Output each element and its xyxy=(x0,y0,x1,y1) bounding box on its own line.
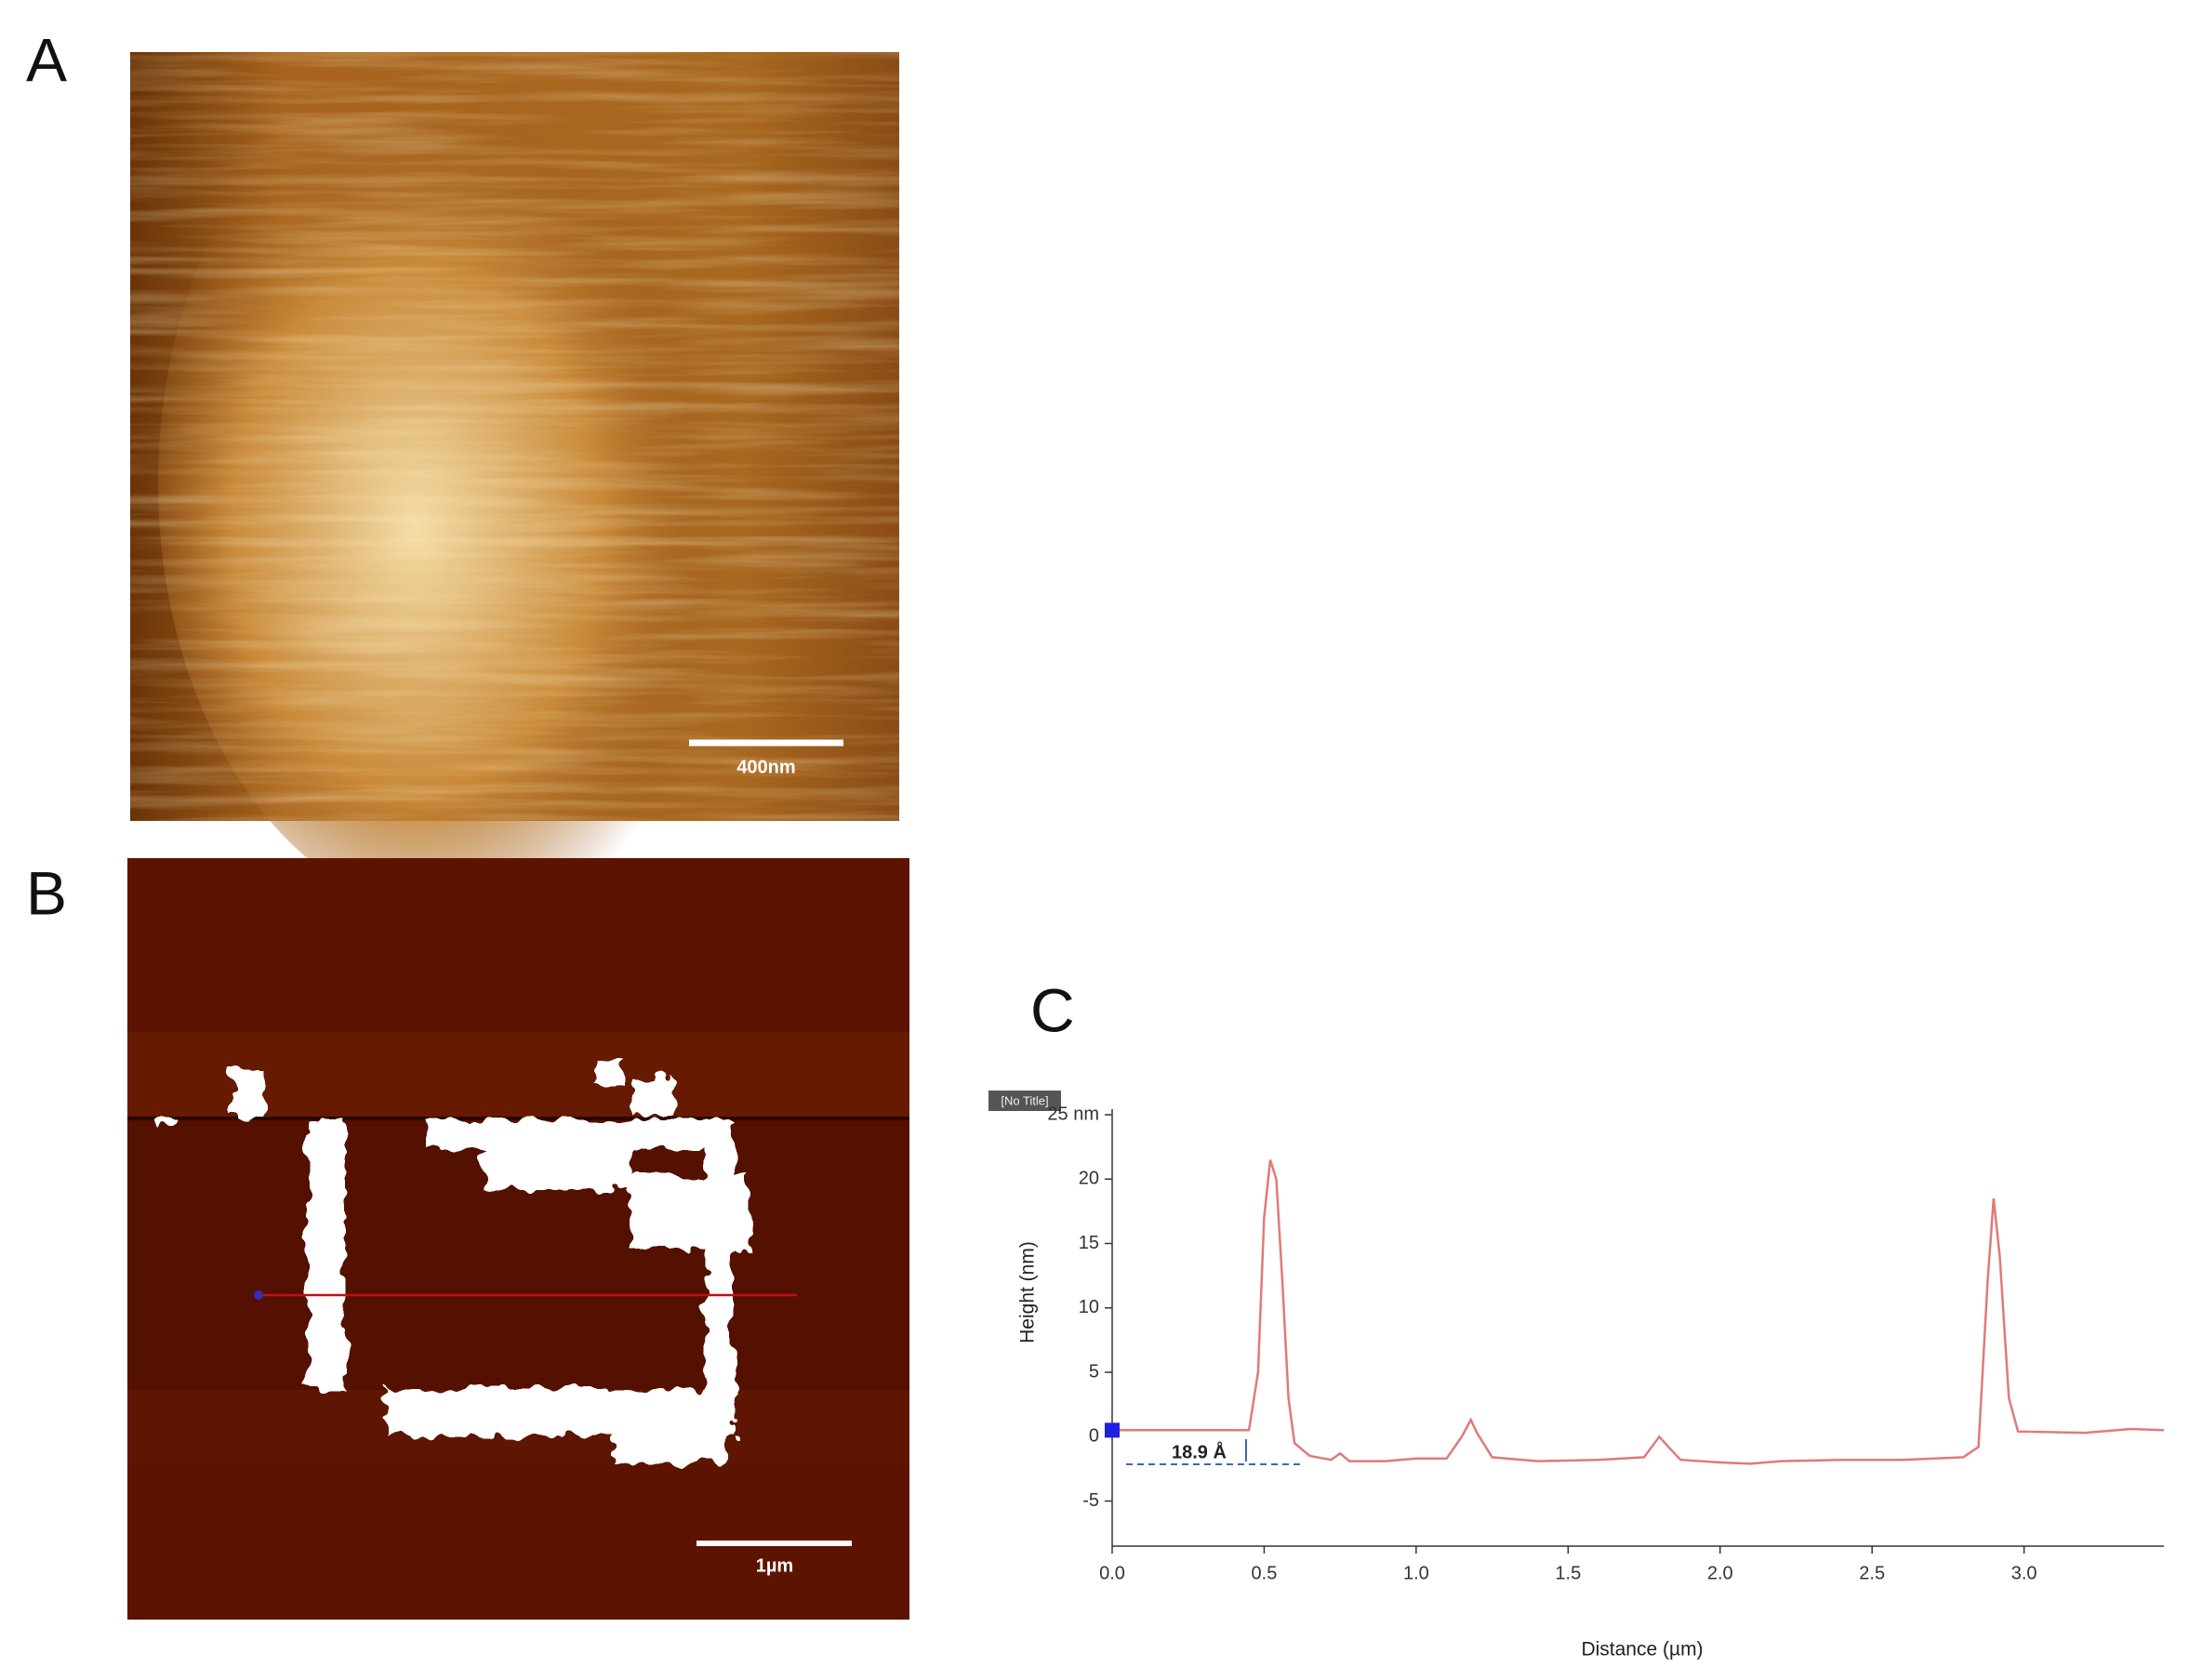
y-tick-label: 25 nm xyxy=(1047,1104,1099,1124)
feature xyxy=(632,1078,674,1116)
title-box xyxy=(988,1091,1061,1111)
x-tick-label: 0.0 xyxy=(1099,1563,1125,1583)
profile-chart: 18.9 Å [No Title] Height (nm) Distance (… xyxy=(988,1091,2165,1660)
y-tick-label: -5 xyxy=(1082,1490,1099,1511)
x-tick-label: 3.0 xyxy=(2011,1563,2037,1583)
x-tick-label: 0.5 xyxy=(1252,1563,1278,1583)
feature xyxy=(614,1422,725,1463)
annotation: 18.9 Å xyxy=(1172,1440,1227,1462)
x-tick-label: 2.0 xyxy=(1707,1563,1733,1583)
y-axis-title: Height (nm) xyxy=(1017,1241,1039,1343)
x-tick-label: 1.0 xyxy=(1403,1563,1429,1583)
afm-image-a: 400nm xyxy=(130,46,899,920)
x-tick-label: 2.5 xyxy=(1859,1563,1885,1583)
panel-label: A xyxy=(26,25,67,94)
profile-start xyxy=(254,1290,263,1300)
feature xyxy=(308,1120,345,1390)
cursor-marker xyxy=(1105,1422,1120,1438)
feature xyxy=(630,1174,749,1249)
x-axis-title: Distance (µm) xyxy=(1581,1639,1703,1660)
feature xyxy=(153,1118,177,1124)
y-tick-label: 0 xyxy=(1089,1426,1099,1447)
feature xyxy=(597,1060,625,1086)
scale-bar-label: 400nm xyxy=(736,757,795,777)
panel-label: C xyxy=(1030,975,1075,1044)
feature xyxy=(705,1120,733,1390)
panel-label: B xyxy=(26,858,67,927)
x-tick-label: 1.5 xyxy=(1555,1563,1581,1583)
feature xyxy=(232,1071,264,1118)
y-tick-label: 10 xyxy=(1079,1297,1099,1317)
afm-image-b: 1µm xyxy=(127,858,909,1620)
bright-features xyxy=(153,1060,749,1463)
y-tick-label: 5 xyxy=(1089,1361,1099,1382)
scale-bar-label: 1µm xyxy=(756,1555,793,1576)
plot-title: [No Title] xyxy=(1001,1093,1048,1107)
y-tick-label: 15 xyxy=(1079,1233,1099,1253)
image-texture xyxy=(130,52,899,821)
y-tick-label: 20 xyxy=(1079,1169,1099,1189)
feature xyxy=(484,1139,632,1190)
profile-line xyxy=(1112,1159,2165,1465)
